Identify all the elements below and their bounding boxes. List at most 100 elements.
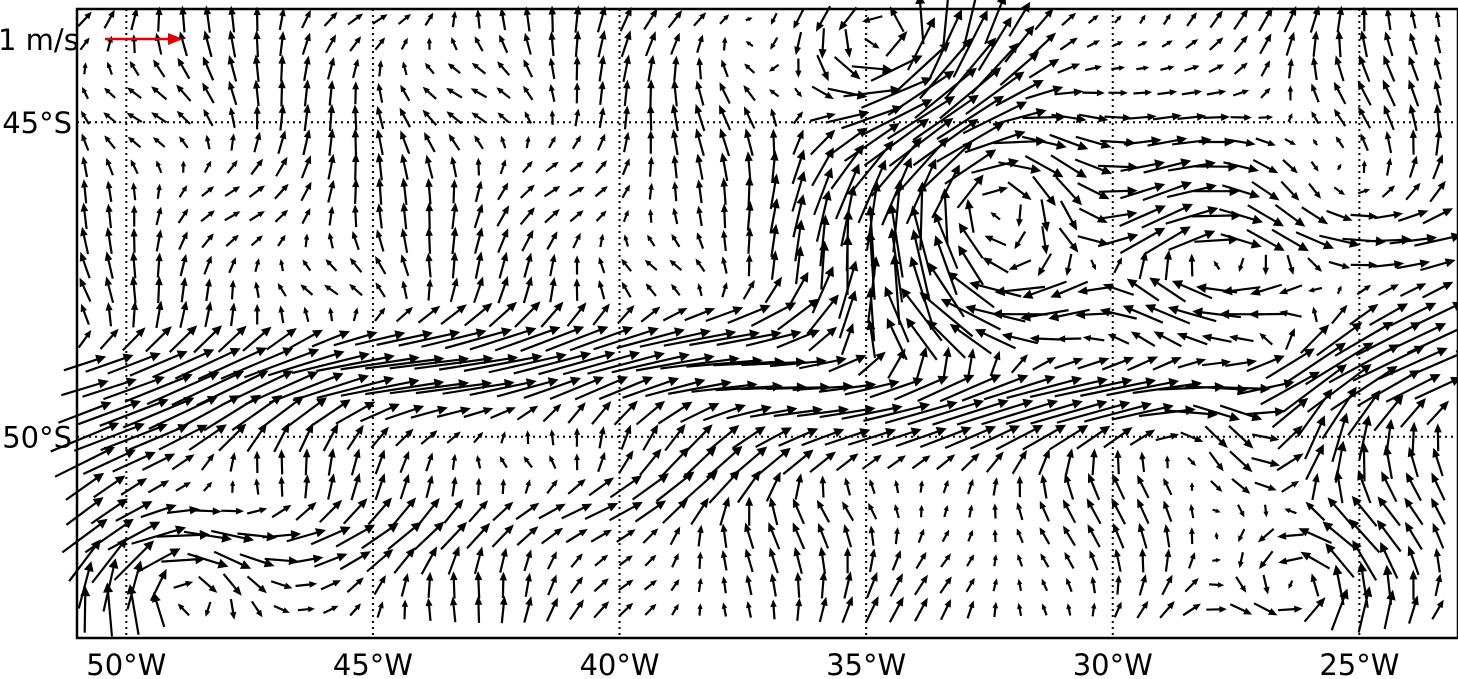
velocity-arrow [1164, 249, 1172, 281]
velocity-arrow [253, 6, 261, 32]
velocity-arrow [375, 152, 384, 181]
velocity-arrow [155, 300, 164, 329]
velocity-arrow [863, 401, 931, 422]
velocity-arrow [1098, 209, 1138, 220]
velocity-arrow [400, 84, 411, 102]
velocity-arrow [524, 111, 532, 124]
velocity-arrow [81, 156, 89, 178]
velocity-arrow [1432, 154, 1444, 180]
velocity-arrow [1303, 597, 1326, 623]
velocity-arrow [887, 455, 906, 470]
velocity-arrow [1208, 451, 1224, 472]
velocity-arrow [1365, 234, 1412, 245]
velocity-arrow [1334, 469, 1344, 504]
velocity-arrow [352, 204, 359, 228]
velocity-arrow [314, 553, 348, 568]
velocity-arrow [130, 275, 138, 304]
velocity-arrow [1222, 184, 1261, 199]
velocity-arrow [254, 281, 260, 298]
velocity-arrow [267, 349, 345, 377]
velocity-arrow [103, 375, 165, 401]
velocity-arrow [1210, 480, 1223, 492]
velocity-arrow [130, 228, 138, 253]
velocity-arrow [61, 379, 109, 397]
velocity-arrow [561, 503, 593, 520]
velocity-arrow [1263, 504, 1269, 518]
velocity-arrow [494, 325, 561, 352]
velocity-arrow [1039, 500, 1050, 522]
velocity-arrow [1017, 554, 1024, 567]
velocity-arrow [420, 546, 438, 575]
velocity-arrow [523, 85, 534, 101]
velocity-arrow [229, 452, 237, 472]
velocity-arrow [303, 474, 311, 499]
velocity-arrow [992, 108, 1047, 126]
velocity-arrow [1381, 471, 1398, 503]
velocity-arrow [278, 449, 286, 475]
velocity-arrow [623, 79, 631, 107]
velocity-arrow [1373, 260, 1405, 269]
velocity-arrow [1136, 65, 1150, 71]
velocity-arrow [696, 34, 704, 53]
velocity-arrow [966, 600, 975, 619]
velocity-arrow [474, 571, 483, 599]
velocity-arrow [722, 36, 728, 51]
latitude-tick-label: 50°S [2, 421, 72, 455]
velocity-arrow [833, 56, 861, 80]
velocity-arrow [843, 85, 901, 98]
velocity-arrow [672, 207, 679, 225]
velocity-arrow [425, 154, 434, 179]
velocity-arrow [593, 578, 609, 593]
latitude-tick-labels: 45°S 50°S [2, 106, 72, 455]
velocity-arrow [1357, 80, 1372, 106]
velocity-arrow [473, 203, 484, 229]
velocity-arrow [693, 12, 707, 27]
velocity-arrow [1038, 448, 1050, 476]
velocity-arrow [421, 328, 487, 348]
velocity-arrow [93, 475, 126, 499]
velocity-arrow [1085, 64, 1102, 72]
velocity-arrow [769, 356, 827, 368]
velocity-arrow [686, 424, 713, 451]
velocity-arrow [352, 178, 360, 204]
velocity-arrow [1172, 136, 1212, 146]
velocity-arrow [374, 473, 386, 501]
velocity-arrow [225, 234, 239, 247]
velocity-arrow [933, 235, 958, 296]
velocity-arrow [1278, 556, 1303, 565]
velocity-arrow [130, 159, 139, 175]
velocity-arrow [1006, 375, 1083, 400]
velocity-arrow [861, 77, 933, 109]
velocity-arrow [1166, 408, 1218, 419]
velocity-arrow [400, 228, 409, 253]
velocity-arrow [220, 370, 294, 407]
velocity-arrow [1233, 35, 1248, 53]
velocity-arrow [228, 5, 236, 33]
velocity-arrow [590, 529, 612, 543]
velocity-arrow [1119, 205, 1166, 227]
velocity-arrow [1025, 85, 1064, 100]
velocity-arrow [917, 528, 925, 543]
velocity-arrow [538, 350, 616, 376]
velocity-arrow [187, 552, 229, 569]
velocity-arrow [1137, 522, 1148, 549]
velocity-arrow [1061, 12, 1077, 27]
velocity-arrow [819, 214, 830, 267]
velocity-arrow [1271, 228, 1309, 252]
velocity-arrow [1123, 136, 1162, 146]
velocity-arrow [1301, 206, 1329, 225]
velocity-arrow [689, 329, 760, 347]
velocity-arrow [621, 158, 630, 176]
velocity-arrow [1433, 80, 1442, 106]
velocity-arrow [140, 503, 177, 519]
velocity-arrow [890, 254, 901, 325]
velocity-arrow [166, 506, 200, 515]
velocity-arrow [126, 112, 143, 123]
velocity-arrow [91, 537, 128, 584]
velocity-arrow [1005, 399, 1083, 425]
velocity-arrow [623, 234, 629, 247]
velocity-arrow [1361, 160, 1367, 173]
velocity-arrow [523, 6, 531, 32]
velocity-arrow [422, 86, 437, 100]
velocity-arrow [328, 307, 334, 322]
